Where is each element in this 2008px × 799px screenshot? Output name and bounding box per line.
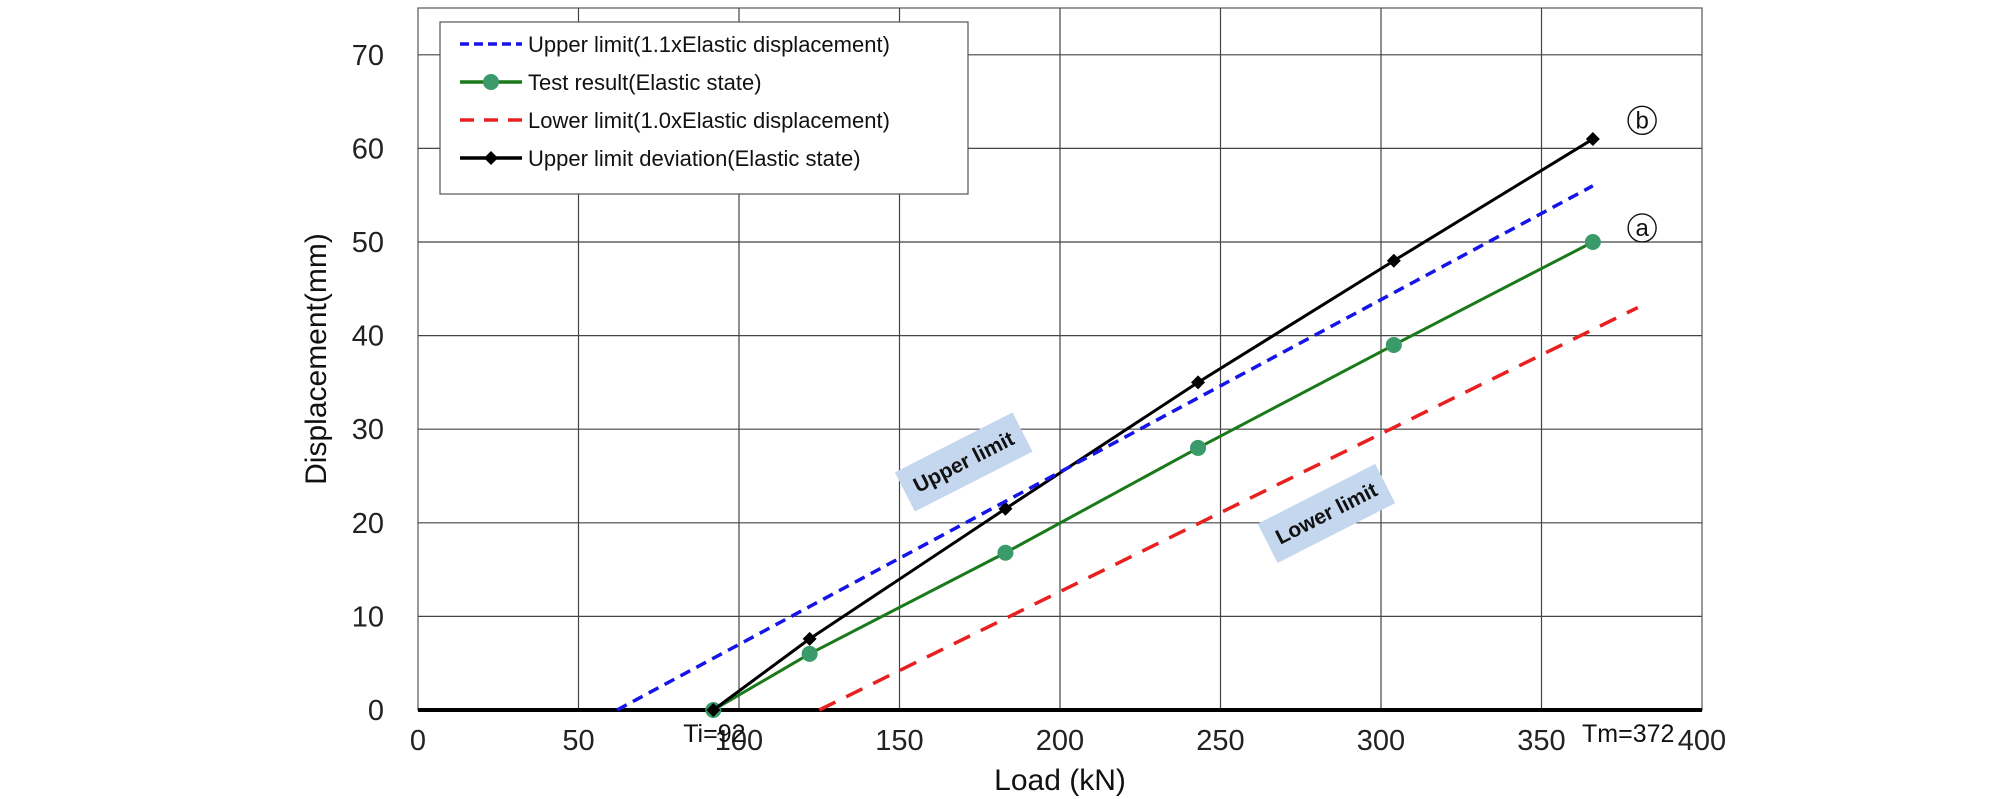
annotations: Upper limit Lower limit b a Ti=92 Tm=372 [683, 105, 1674, 748]
x-tick-label: 150 [875, 725, 923, 757]
x-tick-label: 400 [1678, 725, 1726, 757]
y-tick-label: 0 [368, 695, 384, 727]
legend-entry: Test result(Elastic state) [460, 70, 762, 95]
series-point [483, 74, 499, 90]
tick-labels: 0 50 100 150 200 250 300 350 400 0 10 20 30 40 50 60 70 [352, 40, 1726, 757]
series-2 [818, 305, 1639, 712]
series-point [1386, 253, 1401, 268]
series-point [1191, 375, 1206, 390]
y-axis-title: Displacement(mm) [300, 233, 333, 485]
series-0 [616, 184, 1594, 712]
series-point [1385, 336, 1402, 353]
shaded-label: Upper limit [894, 412, 1033, 512]
legend-label: Upper limit(1.1xElastic displacement) [528, 32, 890, 57]
shaded-label: Lower limit [1257, 463, 1396, 564]
legend-label: Lower limit(1.0xElastic displacement) [528, 108, 890, 133]
x-axis-title: Load (kN) [994, 764, 1126, 797]
series-line [818, 305, 1639, 712]
x-tick-label: 100 [715, 725, 763, 757]
y-tick-label: 20 [352, 508, 384, 540]
series-point [1584, 234, 1601, 250]
series-point [801, 645, 818, 662]
series-line [712, 137, 1594, 712]
y-tick-label: 50 [352, 227, 384, 259]
shaded-label-box [1257, 463, 1396, 564]
shaded-label-box [894, 412, 1033, 512]
y-tick-label: 10 [352, 601, 384, 633]
series-point [1585, 132, 1600, 147]
y-tick-label: 70 [352, 40, 384, 72]
x-tick-label: 0 [410, 725, 426, 757]
circle-label-ring [1627, 213, 1657, 243]
x-tick-label: 50 [562, 725, 594, 757]
series-line [712, 240, 1594, 712]
x-tick-label: 350 [1517, 725, 1565, 757]
series-point [997, 544, 1014, 561]
series-line [616, 184, 1594, 712]
series-point [706, 703, 721, 717]
annotation-text: Tm=372 [1582, 720, 1674, 748]
x-tick-label: 200 [1036, 725, 1084, 757]
series-group [616, 132, 1639, 718]
y-tick-label: 30 [352, 414, 384, 446]
series-point [484, 151, 498, 165]
series-point [1190, 439, 1207, 456]
legend-entry: Upper limit deviation(Elastic state) [460, 146, 861, 171]
y-tick-label: 60 [352, 133, 384, 165]
legend-box [439, 21, 969, 195]
legend-label: Test result(Elastic state) [528, 70, 762, 95]
legend-entry: Lower limit(1.0xElastic displacement) [460, 108, 890, 133]
series-3 [706, 132, 1600, 717]
y-tick-label: 40 [352, 321, 384, 353]
circle-label-text: a [1635, 215, 1649, 242]
x-tick-label: 250 [1196, 725, 1244, 757]
legend: Upper limit(1.1xElastic displacement) Tes… [439, 21, 969, 195]
series-point [998, 501, 1013, 516]
series-1 [705, 234, 1601, 718]
circle-label-ring [1627, 105, 1657, 136]
series-point [802, 631, 817, 646]
legend-label: Upper limit deviation(Elastic state) [528, 146, 861, 171]
x-tick-label: 300 [1357, 725, 1405, 757]
annotation-text: Ti=92 [683, 720, 745, 748]
circle-label-text: b [1635, 107, 1648, 134]
legend-entry: Upper limit(1.1xElastic displacement) [460, 32, 890, 57]
